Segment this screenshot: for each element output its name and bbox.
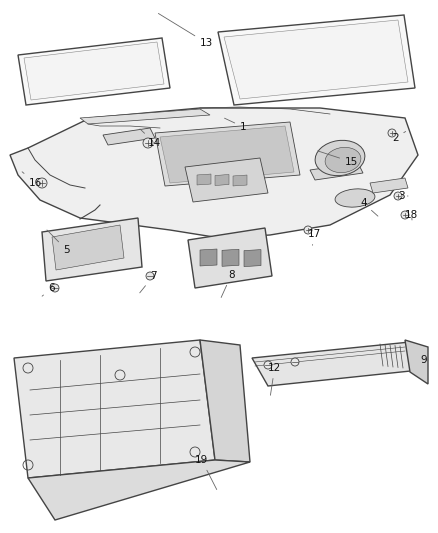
Text: 7: 7	[140, 271, 157, 293]
Text: 6: 6	[42, 283, 55, 296]
Text: 12: 12	[268, 363, 281, 395]
Polygon shape	[188, 228, 272, 288]
Text: 18: 18	[405, 210, 418, 220]
Polygon shape	[222, 249, 239, 266]
Text: 5: 5	[47, 230, 70, 255]
Polygon shape	[18, 38, 170, 105]
Ellipse shape	[335, 189, 375, 207]
Polygon shape	[160, 126, 294, 183]
Polygon shape	[155, 122, 300, 186]
Text: 17: 17	[308, 229, 321, 245]
Polygon shape	[252, 342, 420, 386]
Polygon shape	[405, 340, 428, 384]
Polygon shape	[200, 340, 250, 462]
Text: 1: 1	[225, 118, 247, 132]
Ellipse shape	[315, 140, 365, 176]
Polygon shape	[224, 20, 408, 99]
Polygon shape	[80, 109, 210, 124]
Polygon shape	[52, 225, 124, 270]
Polygon shape	[370, 178, 408, 193]
Text: 15: 15	[318, 151, 358, 167]
Circle shape	[146, 272, 154, 280]
Circle shape	[264, 361, 272, 369]
Polygon shape	[28, 460, 250, 520]
Polygon shape	[103, 128, 155, 145]
Polygon shape	[310, 163, 363, 180]
Polygon shape	[10, 108, 418, 238]
Text: 14: 14	[140, 129, 161, 148]
Polygon shape	[218, 15, 415, 105]
Circle shape	[401, 211, 409, 219]
Text: 2: 2	[392, 132, 406, 143]
Text: 9: 9	[420, 355, 428, 365]
Circle shape	[388, 129, 396, 137]
Circle shape	[291, 358, 299, 366]
Text: 4: 4	[360, 198, 378, 216]
Polygon shape	[233, 175, 247, 186]
Circle shape	[394, 192, 402, 200]
Text: 8: 8	[221, 270, 235, 297]
Polygon shape	[200, 249, 217, 266]
Text: 16: 16	[22, 172, 42, 188]
Polygon shape	[185, 158, 268, 202]
Ellipse shape	[325, 147, 361, 173]
Circle shape	[51, 284, 59, 292]
Circle shape	[143, 138, 153, 148]
Circle shape	[304, 226, 312, 234]
Polygon shape	[42, 218, 142, 281]
Polygon shape	[215, 174, 229, 185]
Text: 13: 13	[159, 13, 213, 48]
Circle shape	[37, 178, 47, 188]
Text: 3: 3	[398, 191, 408, 201]
Polygon shape	[14, 340, 215, 478]
Text: 19: 19	[195, 455, 217, 489]
Polygon shape	[244, 249, 261, 266]
Polygon shape	[24, 42, 164, 100]
Polygon shape	[197, 174, 211, 185]
